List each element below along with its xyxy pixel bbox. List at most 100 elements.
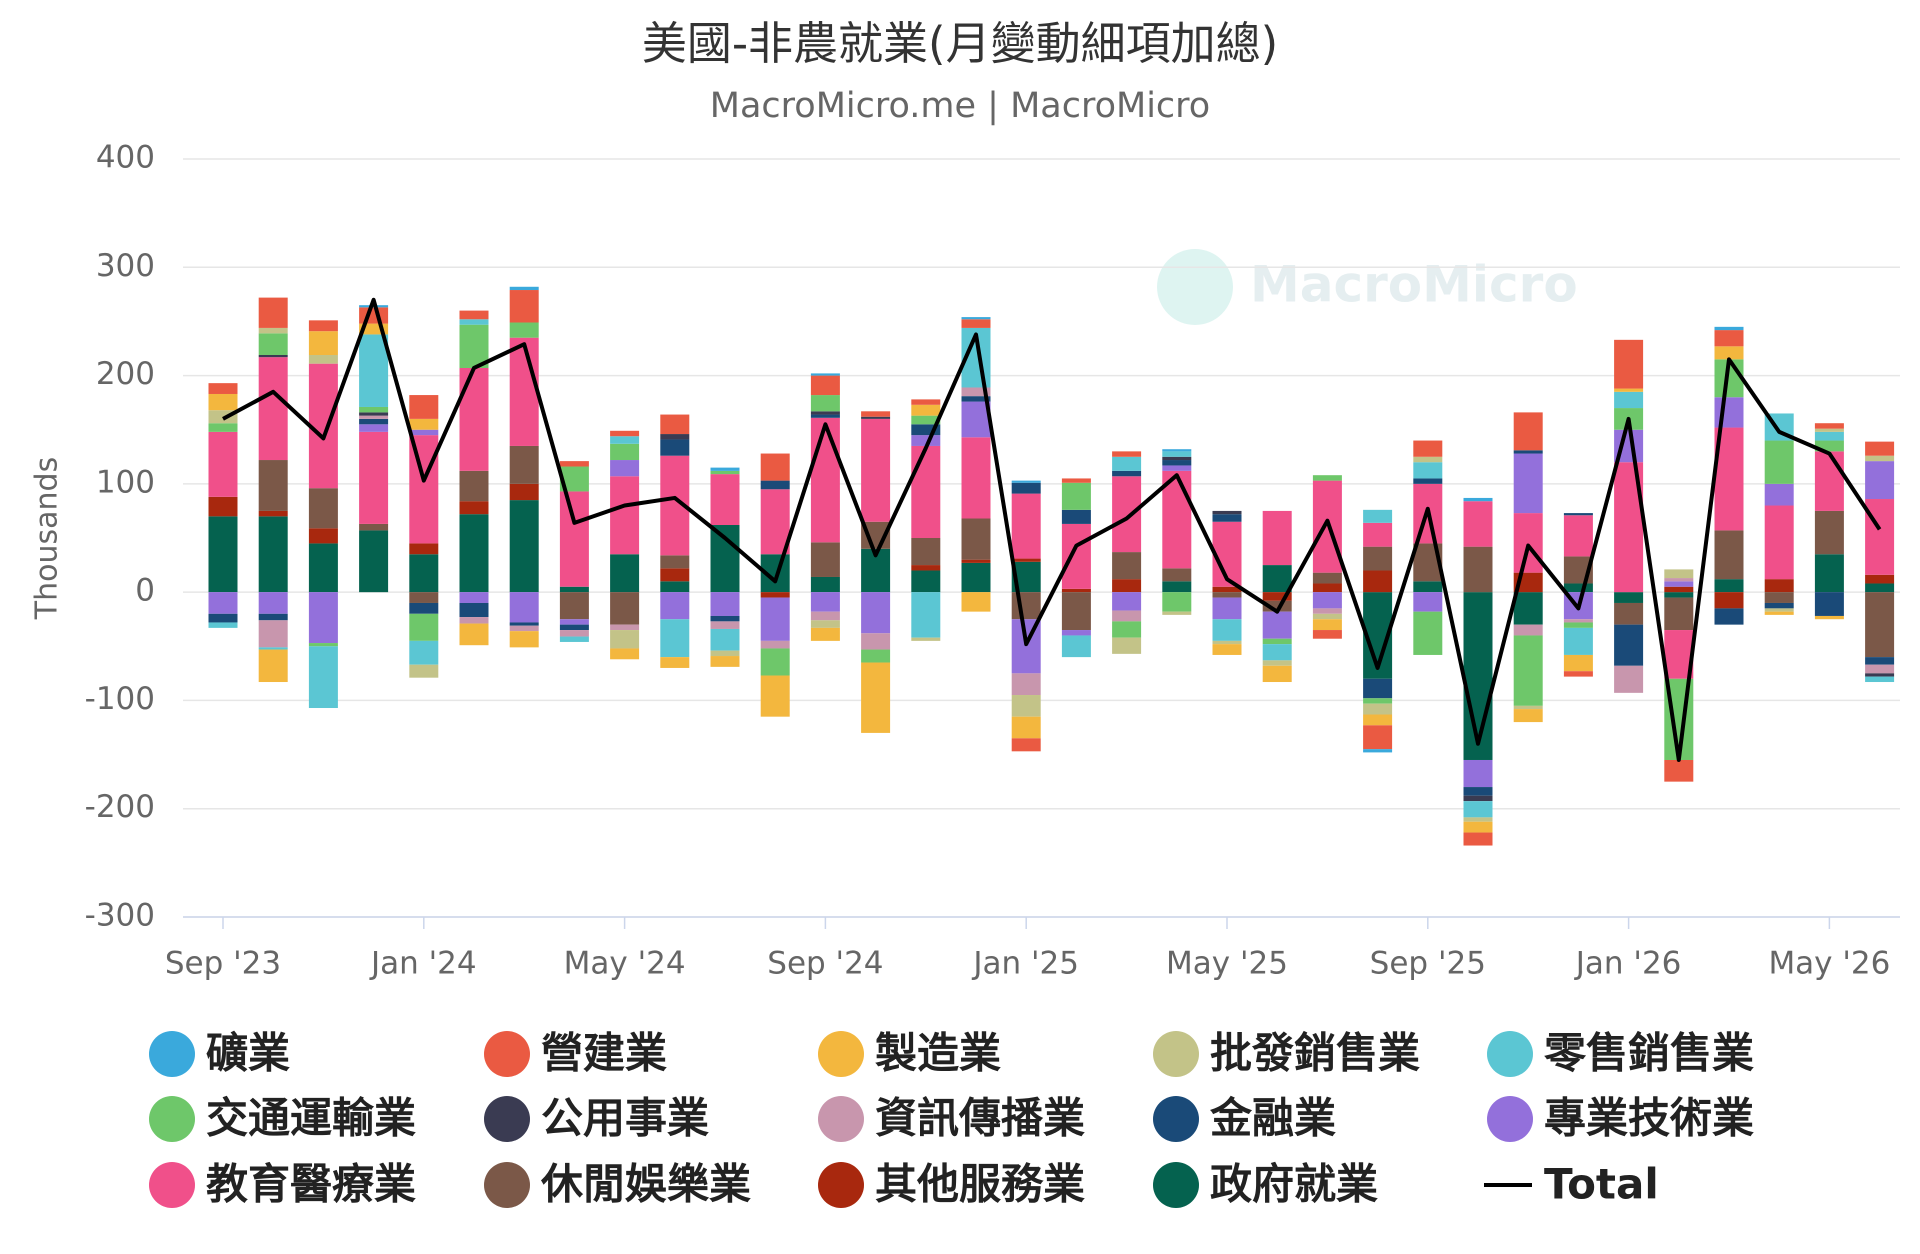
bar-segment <box>1212 619 1242 641</box>
legend-item[interactable]: 休閒娛樂業 <box>484 1160 751 1209</box>
legend-item[interactable]: 專業技術業 <box>1487 1094 1754 1143</box>
bar-segment <box>409 640 439 665</box>
bar-segment <box>710 474 740 526</box>
x-tick-label: Jan '25 <box>971 946 1079 982</box>
bar-segment <box>810 373 840 376</box>
bar-segment <box>610 592 640 625</box>
bar-segment <box>610 624 640 631</box>
legend-symbol <box>484 1096 530 1142</box>
bar-segment <box>760 489 790 555</box>
legend-label: 政府就業 <box>1210 1160 1378 1209</box>
bar-segment <box>1614 665 1644 693</box>
bar-segment <box>861 411 891 417</box>
bar-segment <box>1011 673 1041 696</box>
bar-segment <box>1162 611 1192 615</box>
bar-segment <box>861 592 891 634</box>
bar-segment <box>258 647 288 650</box>
bar-segment <box>459 319 489 325</box>
bar-segment <box>1112 456 1142 471</box>
bar-segment <box>1212 586 1242 593</box>
bar-segment <box>1162 449 1192 452</box>
legend-item[interactable]: 製造業 <box>818 1029 1001 1078</box>
bar-segment <box>810 542 840 577</box>
bar-segment <box>710 628 740 651</box>
bar-segment <box>861 416 891 419</box>
bar-segment <box>258 327 288 334</box>
bar-segment <box>1413 462 1443 479</box>
legend-item[interactable]: 政府就業 <box>1153 1160 1378 1209</box>
legend-item[interactable]: 公用事業 <box>484 1094 709 1143</box>
bar-segment <box>1011 493 1041 559</box>
bar-segment <box>1061 482 1091 510</box>
bar-segment <box>1513 592 1543 625</box>
bar-segment <box>559 619 589 625</box>
watermark-logo <box>1157 249 1233 325</box>
bar-segment <box>409 543 439 555</box>
bar-segment <box>559 630 589 637</box>
x-tick-label: Sep '23 <box>165 946 281 982</box>
bar-segment <box>1865 664 1895 674</box>
bar-segment <box>459 501 489 515</box>
bar-segment <box>1262 592 1292 601</box>
legend-item[interactable]: 批發銷售業 <box>1153 1029 1420 1078</box>
bar-segment <box>1112 637 1142 654</box>
bar-segment <box>1262 510 1292 566</box>
legend-item[interactable]: 其他服務業 <box>818 1160 1085 1209</box>
bar-segment <box>1061 509 1091 524</box>
bar-segment <box>1664 592 1694 598</box>
bar-segment <box>509 622 539 626</box>
bar-segment <box>1312 608 1342 614</box>
legend-item[interactable]: 礦業 <box>149 1029 290 1078</box>
bar-segment <box>660 619 690 658</box>
bar-segment <box>1614 624 1644 666</box>
bar-segment <box>1865 455 1895 462</box>
legend-item[interactable]: 交通運輸業 <box>149 1094 416 1143</box>
legend-item[interactable]: Total <box>1484 1160 1659 1209</box>
legend-symbol <box>149 1096 195 1142</box>
bar-segment <box>1865 461 1895 500</box>
bar-segment <box>1312 592 1342 609</box>
bar-segment <box>1714 608 1744 625</box>
legend-symbol <box>1153 1031 1199 1077</box>
bar-segment <box>208 431 238 497</box>
legend-item[interactable]: 金融業 <box>1153 1094 1336 1143</box>
bar-segment <box>961 387 991 397</box>
bar-segment <box>208 383 238 394</box>
bar-segment <box>509 322 539 338</box>
bar-segment <box>1212 644 1242 655</box>
bar-segment <box>1212 640 1242 645</box>
bar-segment <box>359 323 389 335</box>
x-tick-label: Sep '25 <box>1370 946 1486 982</box>
y-tick-label: 0 <box>135 573 155 609</box>
bar-segment <box>1112 579 1142 593</box>
bar-segment <box>409 418 439 430</box>
bar-segment <box>1112 610 1142 622</box>
y-tick-label: -300 <box>85 898 155 934</box>
legend-symbol <box>1153 1162 1199 1208</box>
legend-label: 公用事業 <box>541 1094 709 1143</box>
bar-segment <box>1112 451 1142 457</box>
bar-segment <box>1614 391 1644 409</box>
legend-label: 礦業 <box>206 1029 290 1078</box>
bar-segment <box>258 357 288 461</box>
bar-segment <box>1764 579 1794 593</box>
legend-item[interactable]: 零售銷售業 <box>1487 1029 1754 1078</box>
bar-segment <box>1614 339 1644 389</box>
bar-segment <box>1563 583 1593 593</box>
legend-item[interactable]: 營建業 <box>484 1029 667 1078</box>
legend-item[interactable]: 教育醫療業 <box>149 1160 416 1209</box>
x-tick-label: Jan '26 <box>1574 946 1682 982</box>
y-tick-label: 200 <box>96 356 155 392</box>
legend-item[interactable]: 資訊傳播業 <box>818 1094 1085 1143</box>
bar-segment <box>660 434 690 440</box>
bar-segment <box>509 445 539 484</box>
watermark: MacroMicro <box>1157 249 1578 325</box>
bar-segment <box>1363 678 1393 699</box>
bar-segment <box>1011 480 1041 483</box>
bar-segment <box>1513 412 1543 451</box>
legend-symbol <box>149 1162 195 1208</box>
bar-segment <box>409 592 439 603</box>
bar-segment <box>208 393 238 411</box>
bar-segment <box>760 480 790 490</box>
